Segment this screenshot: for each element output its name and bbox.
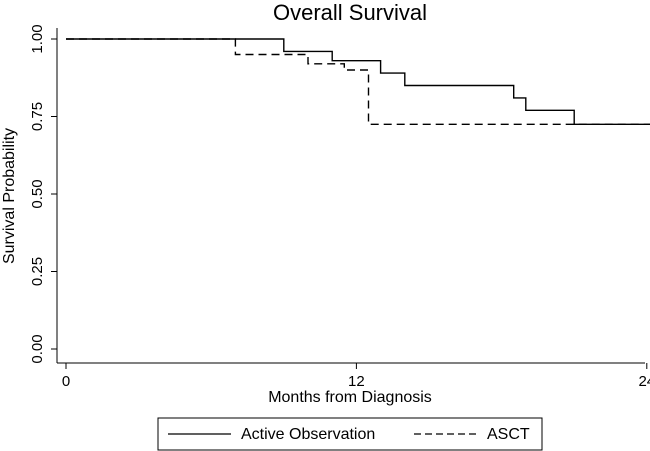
y-tick-label: 0.75 (29, 102, 46, 131)
series-line-active-observation (66, 38, 650, 125)
x-tick-label: 12 (348, 373, 365, 390)
y-tick-label: 0.50 (29, 179, 46, 208)
y-tick-label: 0.00 (29, 334, 46, 363)
legend: Active Observation ASCT (157, 417, 543, 451)
series-line-asct (66, 38, 650, 125)
x-tick-label: 24 (638, 373, 650, 390)
y-axis: 0.00 0.25 0.50 0.75 1.00 (29, 24, 58, 364)
y-tick-label: 1.00 (29, 24, 46, 53)
chart-title: Overall Survival (273, 0, 427, 25)
x-axis: 01224364860728496108120132144 (57, 362, 650, 390)
legend-box (157, 417, 543, 451)
x-axis-label: Months from Diagnosis (268, 389, 432, 406)
series-layer (66, 38, 650, 125)
y-axis-label: Survival Probability (1, 128, 18, 264)
legend-label-asct: ASCT (487, 426, 530, 443)
x-tick-label: 0 (62, 373, 70, 390)
legend-label-active-observation: Active Observation (241, 426, 375, 443)
y-tick-label: 0.25 (29, 257, 46, 286)
